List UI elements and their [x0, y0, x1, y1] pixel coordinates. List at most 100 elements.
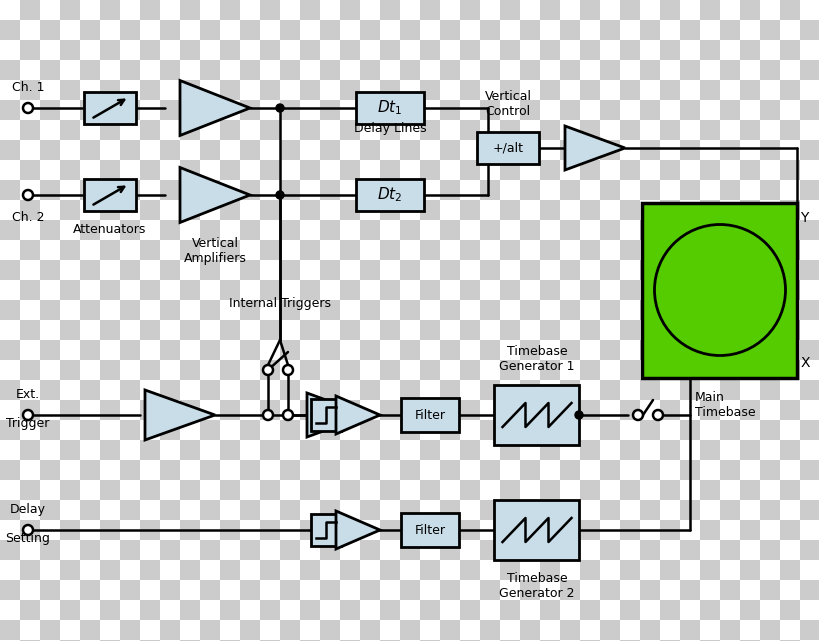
Bar [779, 280, 799, 300]
Bar [440, 580, 459, 600]
Bar [500, 540, 519, 560]
Bar [559, 260, 579, 280]
Bar [279, 220, 300, 240]
Bar [240, 540, 260, 560]
Bar [160, 480, 180, 500]
Bar [200, 580, 219, 600]
Bar [639, 340, 659, 360]
Bar [540, 460, 559, 480]
Bar [20, 560, 40, 580]
Text: Vertical
Control: Vertical Control [484, 90, 531, 118]
Bar [559, 540, 579, 560]
Bar [360, 20, 379, 40]
Bar [60, 540, 80, 560]
Bar [619, 580, 639, 600]
Bar [719, 140, 739, 160]
Bar [20, 520, 40, 540]
Bar [379, 580, 400, 600]
Bar [319, 560, 340, 580]
Bar [340, 380, 360, 400]
Bar [799, 500, 819, 520]
Bar [699, 480, 719, 500]
Bar [80, 380, 100, 400]
Bar [360, 340, 379, 360]
Bar [600, 380, 619, 400]
Bar [739, 340, 759, 360]
Bar [739, 520, 759, 540]
Bar [719, 340, 739, 360]
Bar [459, 80, 479, 100]
Bar [219, 600, 240, 620]
Bar [0, 400, 20, 420]
Bar [160, 220, 180, 240]
Bar [479, 460, 500, 480]
Bar [279, 400, 300, 420]
Circle shape [283, 410, 292, 420]
Bar [500, 480, 519, 500]
Bar [419, 320, 440, 340]
Bar [699, 220, 719, 240]
Circle shape [632, 410, 642, 420]
Bar [400, 520, 419, 540]
Bar [779, 600, 799, 620]
Bar [579, 480, 600, 500]
Bar [60, 440, 80, 460]
Bar [200, 60, 219, 80]
Bar [360, 360, 379, 380]
Bar [419, 80, 440, 100]
Bar [679, 540, 699, 560]
Bar [799, 40, 819, 60]
Bar [180, 20, 200, 40]
Bar [540, 20, 559, 40]
Bar [379, 420, 400, 440]
Bar [739, 180, 759, 200]
Text: $Dt_2$: $Dt_2$ [377, 186, 402, 204]
Bar [679, 180, 699, 200]
Bar [360, 580, 379, 600]
Bar [20, 600, 40, 620]
Bar [659, 280, 679, 300]
Bar [440, 20, 459, 40]
Bar [519, 520, 540, 540]
Bar [759, 320, 779, 340]
Bar [739, 480, 759, 500]
Bar [160, 500, 180, 520]
Bar [340, 400, 360, 420]
Bar [200, 420, 219, 440]
Bar [379, 80, 400, 100]
Bar [600, 620, 619, 640]
Bar [719, 640, 739, 641]
Bar [360, 100, 379, 120]
Bar [100, 520, 120, 540]
Bar [219, 400, 240, 420]
Bar [340, 560, 360, 580]
Bar [60, 0, 80, 20]
Bar [0, 140, 20, 160]
Bar [659, 360, 679, 380]
Bar [219, 420, 240, 440]
Bar [200, 100, 219, 120]
Bar [100, 640, 120, 641]
Bar [619, 460, 639, 480]
Bar [559, 140, 579, 160]
Text: Timebase
Generator 2: Timebase Generator 2 [499, 572, 574, 600]
Bar [279, 640, 300, 641]
Bar [699, 540, 719, 560]
Bar [659, 520, 679, 540]
Bar [479, 560, 500, 580]
Bar [319, 20, 340, 40]
Bar [260, 320, 279, 340]
Bar [759, 240, 779, 260]
Bar [140, 460, 160, 480]
Bar [559, 80, 579, 100]
Bar [639, 240, 659, 260]
Bar [379, 500, 400, 520]
Bar [400, 200, 419, 220]
Bar [219, 20, 240, 40]
Bar [300, 80, 319, 100]
Bar [540, 60, 559, 80]
Bar [579, 520, 600, 540]
Bar [300, 340, 319, 360]
Bar [340, 420, 360, 440]
Bar [759, 60, 779, 80]
